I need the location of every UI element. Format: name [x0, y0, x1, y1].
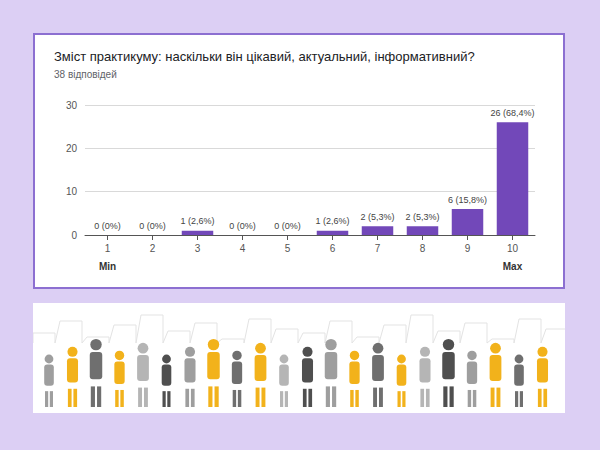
svg-text:6 (15,8%): 6 (15,8%) — [448, 195, 487, 205]
svg-text:1: 1 — [105, 243, 111, 254]
svg-text:9: 9 — [465, 243, 471, 254]
svg-text:38 відповідей: 38 відповідей — [54, 69, 117, 80]
svg-text:10: 10 — [66, 186, 78, 197]
svg-text:0 (0%): 0 (0%) — [94, 221, 121, 231]
svg-text:Min: Min — [99, 261, 116, 272]
svg-text:26 (68,4%): 26 (68,4%) — [490, 108, 534, 118]
svg-text:0 (0%): 0 (0%) — [274, 221, 301, 231]
svg-text:Зміст практикуму: наскільки ві: Зміст практикуму: наскільки він цікавий,… — [54, 49, 475, 64]
svg-text:1 (2,6%): 1 (2,6%) — [180, 216, 214, 226]
svg-text:0 (0%): 0 (0%) — [139, 221, 166, 231]
svg-text:8: 8 — [420, 243, 426, 254]
svg-text:1 (2,6%): 1 (2,6%) — [315, 216, 349, 226]
svg-text:6: 6 — [330, 243, 336, 254]
svg-text:7: 7 — [375, 243, 381, 254]
svg-text:5: 5 — [285, 243, 291, 254]
svg-text:Max: Max — [503, 261, 523, 272]
svg-text:4: 4 — [240, 243, 246, 254]
svg-text:10: 10 — [507, 243, 519, 254]
svg-text:0 (0%): 0 (0%) — [229, 221, 256, 231]
svg-text:2 (5,3%): 2 (5,3%) — [405, 212, 439, 222]
svg-text:2 (5,3%): 2 (5,3%) — [360, 212, 394, 222]
svg-text:3: 3 — [195, 243, 201, 254]
svg-text:30: 30 — [66, 100, 78, 111]
svg-text:20: 20 — [66, 143, 78, 154]
svg-text:0: 0 — [71, 230, 77, 241]
svg-text:2: 2 — [150, 243, 156, 254]
